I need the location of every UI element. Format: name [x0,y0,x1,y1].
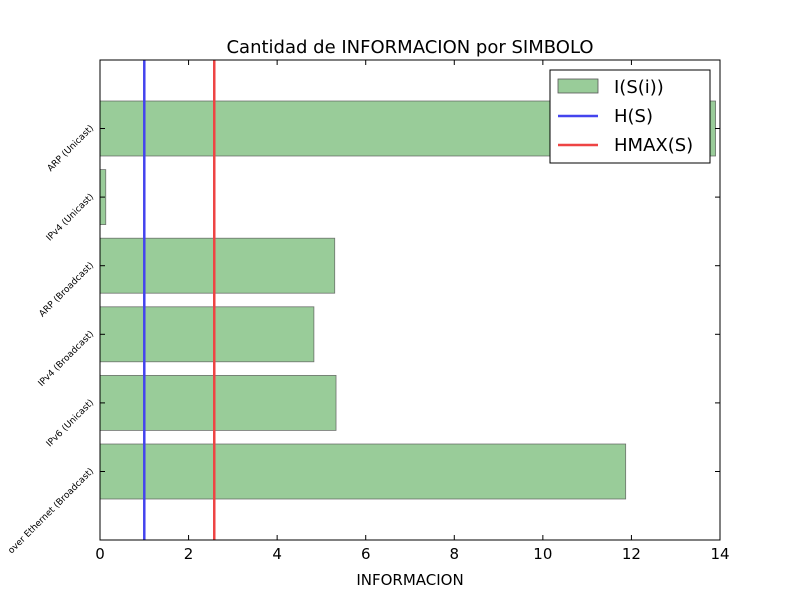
bar [99,443,627,500]
legend-swatch-bars [557,78,599,94]
bar [99,374,337,431]
x-tick-label: 0 [95,545,105,563]
y-tick-label: IPv4 (Broadcast) [37,329,96,388]
legend-label-hmax: HMAX(S) [614,135,693,156]
x-tick-label: 14 [710,545,729,563]
y-tick-label: IPv6 (Unicast) [45,398,96,449]
x-ticks: 0 2 4 6 8 10 12 14 [95,60,730,563]
plot-frame [99,59,721,541]
x-tick-label: 8 [450,545,460,563]
chart-title: Cantidad de INFORMACION por SIMBOLO [226,37,593,58]
x-axis-label: INFORMACION [356,571,463,589]
y-tick-label: over Ethernet (Broadcast) [7,467,97,557]
x-tick-label: 4 [272,545,282,563]
x-tick-label: 12 [622,545,641,563]
bar [99,306,315,363]
y-tick-label: ARP (Broadcast) [38,261,97,320]
x-tick-label: 2 [184,545,194,563]
legend: I(S(i)) H(S) HMAX(S) [549,69,711,164]
y-tick-label: IPv4 (Unicast) [45,192,96,243]
x-tick-label: 6 [361,545,371,563]
x-tick-label: 10 [533,545,552,563]
reference-lines [143,60,216,540]
legend-label-bars: I(S(i)) [614,77,664,98]
y-tick-label: ARP (Unicast) [46,124,96,174]
legend-label-hs: H(S) [614,106,653,127]
bar [99,237,336,294]
